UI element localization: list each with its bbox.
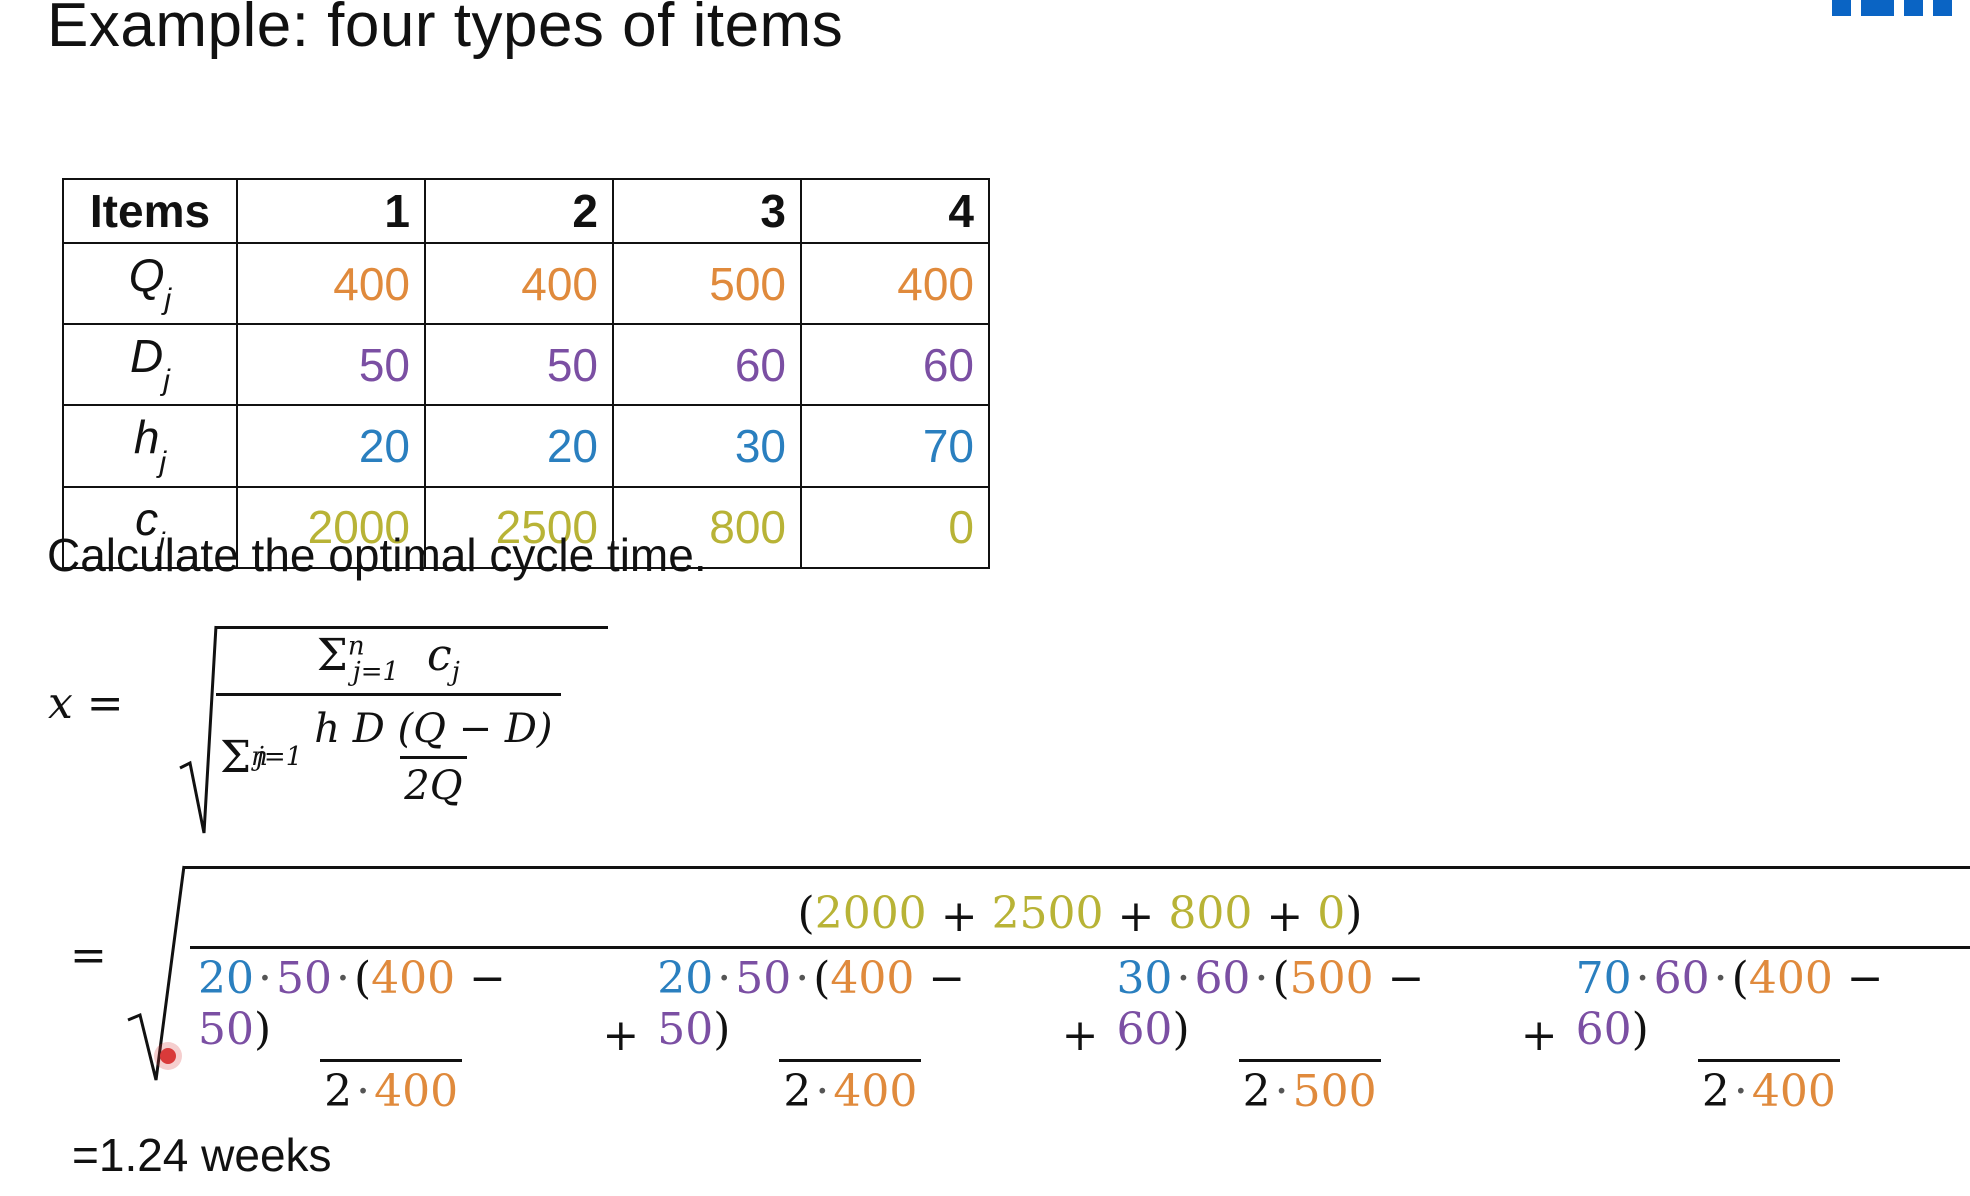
- num-term: 2500: [991, 888, 1104, 939]
- table-header-col: 3: [612, 178, 802, 244]
- formula-lhs: x =: [48, 678, 124, 729]
- table-header-col: 1: [236, 178, 426, 244]
- table-row-d: Dj 50 50 60 60: [62, 323, 990, 407]
- paren-open: (: [797, 888, 815, 939]
- denominator-term: 70·60·(400 − 60) 2·400: [1575, 953, 1884, 1117]
- table-row-c: cj 2000 2500 800 0: [62, 485, 990, 569]
- formula-inner-denominator: 2Q: [400, 755, 467, 809]
- paren-close: ): [1345, 888, 1363, 939]
- table-cell: 0: [800, 485, 990, 569]
- result-text: =1.24 weeks: [72, 1129, 332, 1181]
- table-cell: 50: [424, 323, 614, 407]
- denominator-term: 30·60·(500 − 60) 2·500: [1116, 953, 1425, 1117]
- num-term: 2000: [814, 888, 927, 939]
- university-logo: [1832, 0, 1952, 16]
- table-cell: 400: [424, 241, 614, 326]
- sqrt-sign-icon: [179, 625, 218, 834]
- table-cell: 400: [800, 241, 990, 326]
- row-label-d: Dj: [62, 323, 238, 407]
- row-label-h: hj: [62, 404, 238, 488]
- row-label-q: Qj: [62, 241, 238, 326]
- formula-denominator: h D (Q − D): [314, 705, 553, 752]
- formula-numerator: c: [427, 630, 452, 681]
- table-header-items: Items: [62, 178, 238, 244]
- table-header-col: 2: [424, 178, 614, 244]
- table-cell: 60: [800, 323, 990, 407]
- substituted-formula: = (2000 +2500 +800 +0) 20·50·(400 − 50) 2·4…: [70, 860, 1970, 1117]
- table-row-q: Qj 400 400 500 400: [62, 241, 990, 326]
- table-cell: 70: [800, 404, 990, 488]
- question-text: Calculate the optimal cycle time.: [47, 529, 707, 581]
- plus-sign: +: [940, 891, 978, 942]
- table-cell: 30: [612, 404, 802, 488]
- slide-title: Example: four types of items: [47, 0, 844, 60]
- row-label-c: cj: [62, 485, 238, 569]
- plus-sign: +: [1266, 891, 1304, 942]
- table-cell: 500: [612, 241, 802, 326]
- table-header-row: Items 1 2 3 4: [62, 178, 990, 244]
- table-cell: 2500: [424, 485, 614, 569]
- table-cell: 60: [612, 323, 802, 407]
- table-cell: 20: [424, 404, 614, 488]
- table-cell: 400: [236, 241, 426, 326]
- table-cell: 50: [236, 323, 426, 407]
- plus-sign: +: [1117, 891, 1155, 942]
- sqrt-sign-icon: [127, 865, 186, 1081]
- equals-sign: =: [70, 930, 107, 981]
- items-table: Items 1 2 3 4 Qj 400 400 500 400 Dj 50 5…: [62, 178, 990, 569]
- table-cell: 800: [612, 485, 802, 569]
- table-row-h: hj 20 20 30 70: [62, 404, 990, 488]
- denominator-term: 20·50·(400 − 50) 2·400: [657, 953, 966, 1117]
- denominator-term: 20·50·(400 − 50) 2·400: [198, 953, 507, 1117]
- num-term: 800: [1168, 888, 1253, 939]
- pointer-marker-icon: [160, 1048, 176, 1064]
- num-term: 0: [1317, 888, 1346, 939]
- table-header-col: 4: [800, 178, 990, 244]
- table-cell: 20: [236, 404, 426, 488]
- table-cell: 2000: [236, 485, 426, 569]
